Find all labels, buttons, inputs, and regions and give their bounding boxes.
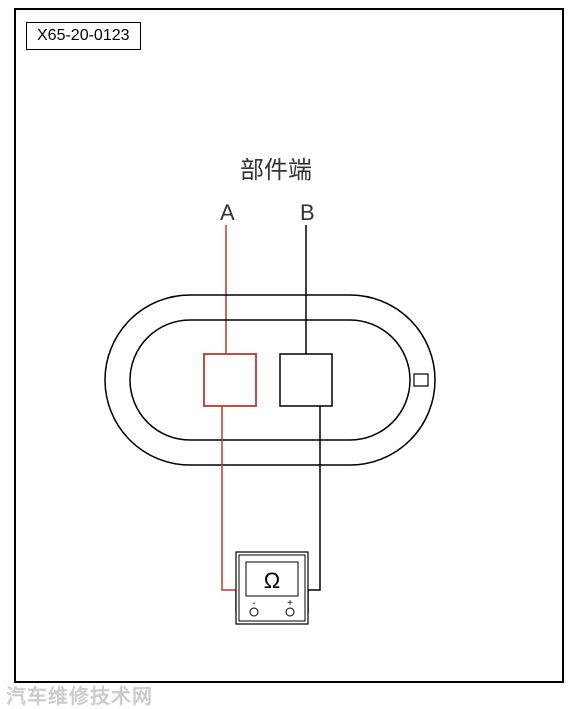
diagram-svg: Ω - + — [0, 0, 578, 708]
meter-plus-label: + — [287, 598, 293, 609]
pin-box-a — [204, 354, 256, 406]
meter-terminal-minus — [250, 608, 258, 616]
watermark-label: 汽车维修技术网 — [6, 686, 153, 708]
connector-inner — [130, 320, 410, 440]
watermark-text: 汽车维修技术网 — [6, 680, 153, 709]
pin-box-b — [280, 354, 332, 406]
ohm-icon: Ω — [264, 568, 280, 593]
connector-key-notch — [414, 374, 428, 386]
meter-terminal-plus — [286, 608, 294, 616]
meter-minus-label: - — [252, 598, 255, 609]
